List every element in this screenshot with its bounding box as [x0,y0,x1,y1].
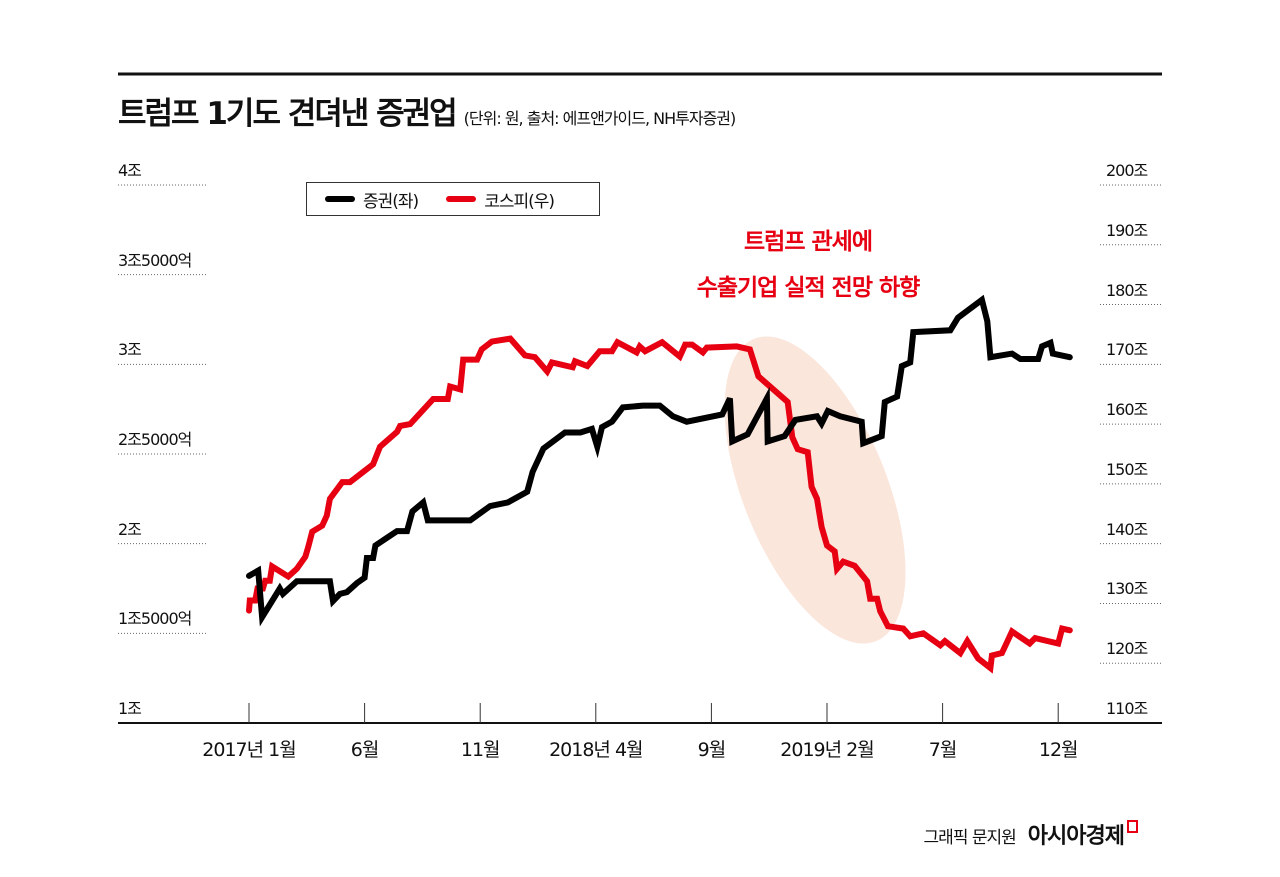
y-left-tick-label: 1조5000억 [118,609,192,629]
y-left-tick-label: 2조 [118,519,142,539]
y-right-tick-label: 120조 [1106,639,1148,659]
x-tick-label: 2019년 2월 [780,739,874,761]
y-right-tick-label: 160조 [1106,400,1148,420]
credit: 그래픽 문지원 아시아경제 [924,818,1138,850]
y-right-tick-label: 130조 [1106,579,1148,599]
y-right-tick-label: 200조 [1106,161,1148,180]
y-right-tick-label: 190조 [1106,220,1148,240]
annotation-line-2: 수출기업 실적 전망 하향 [696,275,921,301]
x-tick-label: 9월 [697,739,727,761]
credit-text: 그래픽 문지원 [923,828,1017,848]
x-tick-label: 6월 [350,739,380,761]
y-right-tick-label: 170조 [1106,340,1148,360]
legend-label-securities: 증권(좌) [363,191,419,212]
x-tick-label: 11월 [460,739,501,761]
logo-mark-icon [1127,820,1138,833]
x-tick-label: 7월 [928,739,958,761]
y-right-tick-label: 150조 [1106,459,1148,479]
x-tick-label: 2018년 4월 [549,739,643,761]
y-left-tick-label: 3조5000억 [118,250,192,270]
legend-label-kospi: 코스피(우) [484,191,555,212]
y-left-tick-label: 4조 [118,161,142,180]
y-right-tick-label: 180조 [1106,280,1148,300]
y-right-tick-label: 140조 [1106,519,1148,539]
x-tick-label: 12월 [1038,739,1079,761]
y-right-tick-label: 110조 [1106,699,1148,718]
series-line-kospi [246,335,1073,674]
y-left-tick-label: 2조5000억 [118,430,192,449]
y-left-tick-label: 1조 [118,699,142,718]
legend-swatch-securities [325,196,355,202]
annotation-line-1: 트럼프 관세에 [744,229,873,255]
chart-subtitle: (단위: 원, 출처: 에프앤가이드, NH투자증권) [463,109,737,128]
series-line-securities [246,294,1073,627]
x-tick-label: 2017년 1월 [202,739,296,761]
chart-title: 트럼프 1기도 견뎌낸 증권업 (단위: 원, 출처: 에프앤가이드, NH투자증… [118,96,737,132]
legend-swatch-kospi [446,196,477,202]
publisher-logo: 아시아경제 [1027,824,1125,849]
legend: 증권(좌) 코스피(우) [306,182,600,216]
y-left-tick-label: 3조 [118,340,142,360]
